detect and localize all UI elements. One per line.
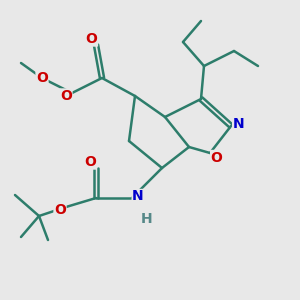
Text: H: H — [141, 212, 153, 226]
Text: O: O — [60, 89, 72, 103]
Text: O: O — [54, 203, 66, 217]
Text: N: N — [233, 118, 244, 131]
Text: O: O — [84, 155, 96, 169]
Text: O: O — [36, 71, 48, 85]
Text: N: N — [132, 190, 144, 203]
Text: O: O — [85, 32, 98, 46]
Text: O: O — [211, 151, 223, 164]
